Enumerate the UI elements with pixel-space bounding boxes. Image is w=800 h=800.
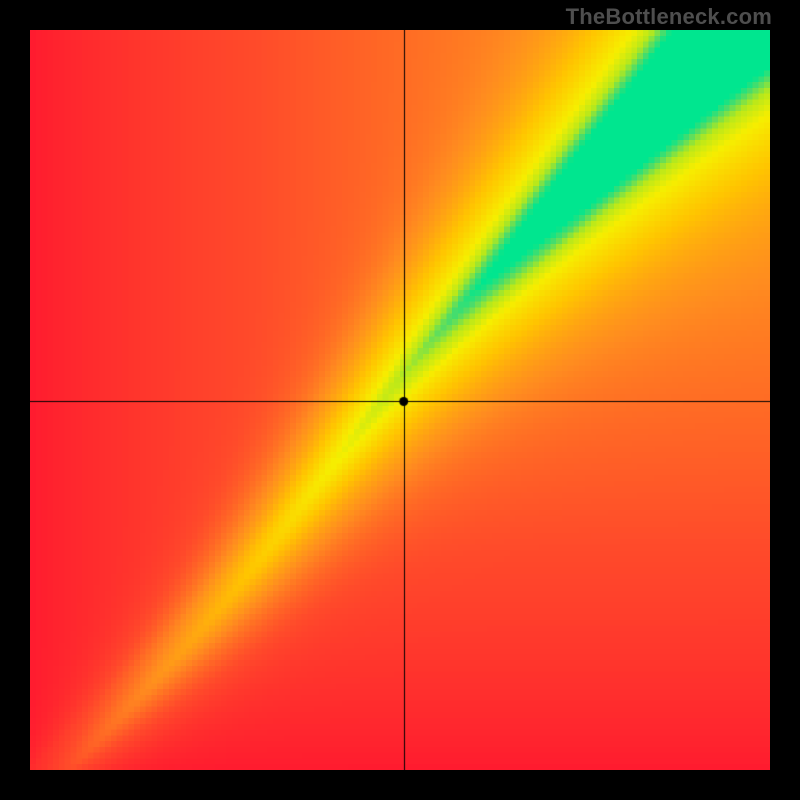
chart-container: TheBottleneck.com xyxy=(0,0,800,800)
watermark-text: TheBottleneck.com xyxy=(566,4,772,30)
bottleneck-heatmap xyxy=(30,30,770,770)
